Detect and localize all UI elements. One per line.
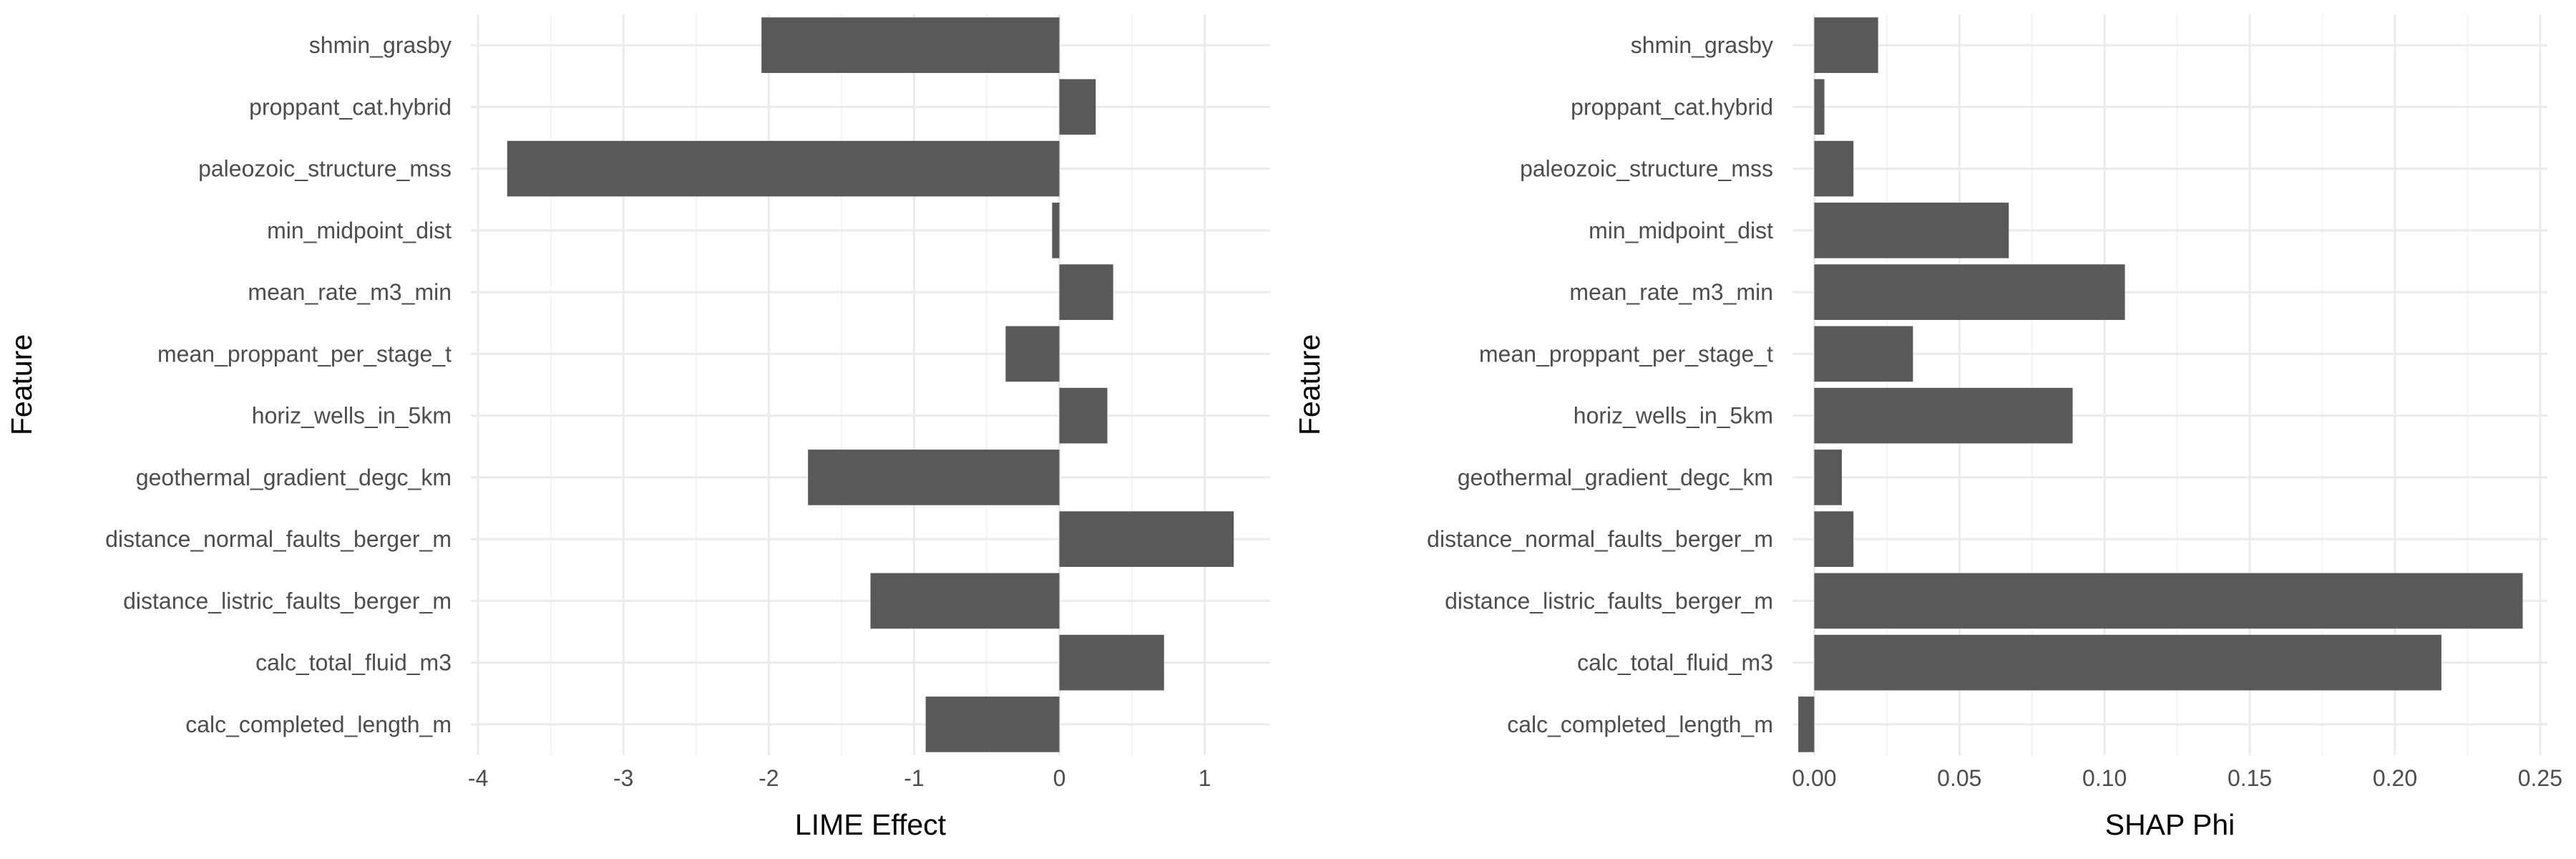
feature-label: distance_listric_faults_berger_m: [123, 588, 452, 613]
x-tick-label: 0.10: [2082, 765, 2127, 791]
bars: [1798, 17, 2523, 752]
x-tick-labels: 0.00 0.05 0.10 0.15 0.20 0.25: [1792, 765, 2562, 791]
bar-mean-proppant-per-stage-t: [1005, 326, 1060, 382]
feature-label: mean_proppant_per_stage_t: [157, 341, 452, 367]
y-axis-title: Feature: [1293, 334, 1326, 435]
feature-label: paleozoic_structure_mss: [1520, 156, 1773, 182]
bar-distance-normal-faults-berger-m: [1814, 511, 1854, 567]
feature-label: shmin_grasby: [1631, 32, 1773, 58]
bar-distance-normal-faults-berger-m: [1059, 511, 1234, 567]
bar-calc-total-fluid-m3: [1059, 634, 1164, 691]
bar-geothermal-gradient-degc-km: [1814, 450, 1842, 505]
x-tick-labels: -4 -3 -2 -1 0 1: [468, 765, 1211, 791]
feature-label: geothermal_gradient_degc_km: [1458, 465, 1773, 490]
feature-label: distance_listric_faults_berger_m: [1445, 588, 1773, 613]
bar-geothermal-gradient-degc-km: [808, 450, 1060, 505]
feature-label: mean_rate_m3_min: [248, 279, 452, 305]
y-axis-title: Feature: [5, 334, 38, 435]
x-tick-label: -1: [904, 765, 924, 791]
bar-min-midpoint-dist: [1052, 203, 1060, 258]
bar-paleozoic-structure-mss: [507, 140, 1060, 197]
bar-min-midpoint-dist: [1814, 203, 2009, 258]
bar-distance-listric-faults-berger-m: [870, 573, 1060, 629]
feature-label: distance_normal_faults_berger_m: [1427, 526, 1773, 552]
bar-mean-proppant-per-stage-t: [1814, 326, 1913, 382]
feature-label: mean_rate_m3_min: [1569, 279, 1773, 305]
feature-label: horiz_wells_in_5km: [252, 403, 452, 429]
x-tick-label: 0: [1053, 765, 1066, 791]
feature-label: distance_normal_faults_berger_m: [105, 526, 452, 552]
feature-label: shmin_grasby: [309, 32, 452, 58]
feature-label: min_midpoint_dist: [1589, 218, 1773, 243]
feature-label: calc_completed_length_m: [185, 712, 452, 737]
x-tick-label: -3: [613, 765, 633, 791]
bars: [507, 17, 1234, 752]
x-tick-label: 0.20: [2373, 765, 2417, 791]
feature-label: proppant_cat.hybrid: [1571, 94, 1773, 120]
feature-labels: shmin_grasby proppant_cat.hybrid paleozoic…: [105, 32, 452, 737]
bar-shmin-grasby: [1814, 17, 1878, 73]
feature-label: calc_total_fluid_m3: [1577, 650, 1773, 676]
feature-labels: shmin_grasby proppant_cat.hybrid paleozoic…: [1427, 32, 1773, 737]
feature-label: calc_total_fluid_m3: [255, 650, 452, 676]
bar-calc-completed-length-m: [1798, 697, 1815, 752]
bar-mean-rate-m3-min: [1814, 264, 2125, 320]
x-tick-label: -4: [468, 765, 488, 791]
feature-label: paleozoic_structure_mss: [198, 156, 452, 182]
bar-paleozoic-structure-mss: [1814, 140, 1854, 197]
feature-label: min_midpoint_dist: [267, 218, 452, 243]
bar-horiz-wells-in-5km: [1814, 387, 2073, 444]
x-tick-label: 0.25: [2518, 765, 2562, 791]
bar-proppant-cat-hybrid: [1059, 79, 1096, 135]
x-tick-label: 1: [1199, 765, 1211, 791]
x-axis-title: LIME Effect: [795, 808, 947, 841]
feature-label: mean_proppant_per_stage_t: [1479, 341, 1773, 367]
panel-lime: shmin_grasby proppant_cat.hybrid paleozoic…: [5, 14, 1270, 841]
bar-mean-rate-m3-min: [1059, 264, 1113, 320]
bar-calc-completed-length-m: [925, 697, 1060, 752]
panel-shap: shmin_grasby proppant_cat.hybrid paleozoic…: [1293, 14, 2562, 841]
feature-label: calc_completed_length_m: [1507, 712, 1773, 737]
x-tick-label: -2: [758, 765, 779, 791]
feature-label: geothermal_gradient_degc_km: [136, 465, 452, 490]
x-tick-label: 0.00: [1792, 765, 1836, 791]
bar-horiz-wells-in-5km: [1059, 387, 1108, 444]
bar-proppant-cat-hybrid: [1814, 79, 1825, 135]
bar-calc-total-fluid-m3: [1814, 634, 2441, 691]
x-tick-label: 0.15: [2228, 765, 2272, 791]
x-axis-title: SHAP Phi: [2105, 808, 2235, 841]
feature-label: proppant_cat.hybrid: [249, 94, 452, 120]
feature-label: horiz_wells_in_5km: [1574, 403, 1773, 429]
x-tick-label: 0.05: [1937, 765, 1981, 791]
bar-distance-listric-faults-berger-m: [1814, 573, 2523, 629]
bar-shmin-grasby: [761, 17, 1060, 73]
